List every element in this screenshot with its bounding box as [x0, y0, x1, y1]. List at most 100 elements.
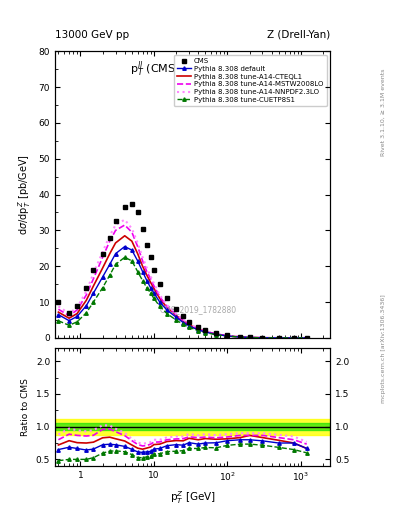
Legend: CMS, Pythia 8.308 default, Pythia 8.308 tune-A14-CTEQL1, Pythia 8.308 tune-A14-M: CMS, Pythia 8.308 default, Pythia 8.308 …: [174, 55, 327, 106]
Pythia 8.308 tune-CUETP8S1: [196, 328, 200, 334]
CMS: [140, 225, 145, 231]
Pythia 8.308 tune-A14-MSTW2008LO: [260, 335, 265, 341]
Pythia 8.308 tune-A14-NNPDF2.3LO: [113, 222, 118, 228]
Pythia 8.308 tune-CUETP8S1: [152, 295, 156, 302]
Pythia 8.308 tune-A14-MSTW2008LO: [181, 317, 185, 324]
Text: Z (Drell-Yan): Z (Drell-Yan): [267, 30, 330, 40]
Pythia 8.308 tune-A14-NNPDF2.3LO: [75, 304, 79, 310]
Pythia 8.308 tune-A14-CTEQL1: [238, 334, 243, 340]
Pythia 8.308 tune-A14-CTEQL1: [67, 315, 72, 322]
Pythia 8.308 tune-A14-MSTW2008LO: [152, 283, 156, 289]
Pythia 8.308 tune-A14-NNPDF2.3LO: [225, 333, 230, 339]
Pythia 8.308 tune-A14-NNPDF2.3LO: [158, 292, 162, 298]
Text: 13000 GeV pp: 13000 GeV pp: [55, 30, 129, 40]
Pythia 8.308 tune-A14-CTEQL1: [84, 297, 89, 303]
Pythia 8.308 default: [67, 317, 72, 324]
Pythia 8.308 tune-A14-MSTW2008LO: [75, 307, 79, 313]
Pythia 8.308 tune-A14-NNPDF2.3LO: [203, 328, 208, 334]
Pythia 8.308 tune-A14-NNPDF2.3LO: [135, 240, 140, 246]
Pythia 8.308 tune-A14-MSTW2008LO: [145, 268, 149, 274]
Line: Pythia 8.308 tune-A14-MSTW2008LO: Pythia 8.308 tune-A14-MSTW2008LO: [59, 225, 307, 338]
Pythia 8.308 tune-CUETP8S1: [203, 330, 208, 336]
CMS: [291, 335, 296, 341]
CMS: [304, 335, 309, 341]
Text: p$_T^{ll}$ (CMS Z production): p$_T^{ll}$ (CMS Z production): [130, 60, 255, 79]
Pythia 8.308 tune-A14-CTEQL1: [56, 309, 61, 315]
Pythia 8.308 tune-CUETP8S1: [100, 285, 105, 291]
CMS: [145, 242, 149, 248]
Pythia 8.308 tune-A14-MSTW2008LO: [84, 292, 89, 298]
Pythia 8.308 default: [91, 290, 96, 296]
Pythia 8.308 default: [148, 285, 153, 291]
Pythia 8.308 tune-CUETP8S1: [122, 254, 127, 260]
Pythia 8.308 tune-A14-NNPDF2.3LO: [165, 302, 169, 308]
Pythia 8.308 tune-CUETP8S1: [225, 333, 230, 339]
Pythia 8.308 default: [100, 274, 105, 280]
Pythia 8.308 tune-A14-CTEQL1: [91, 283, 96, 289]
Pythia 8.308 default: [165, 307, 169, 313]
Pythia 8.308 tune-CUETP8S1: [84, 310, 89, 316]
Pythia 8.308 tune-A14-NNPDF2.3LO: [100, 249, 105, 255]
Pythia 8.308 tune-CUETP8S1: [135, 268, 140, 274]
Pythia 8.308 tune-A14-CTEQL1: [158, 295, 162, 302]
Pythia 8.308 tune-A14-NNPDF2.3LO: [148, 273, 153, 280]
Pythia 8.308 tune-CUETP8S1: [67, 323, 72, 329]
Pythia 8.308 tune-A14-CTEQL1: [181, 318, 185, 324]
Pythia 8.308 tune-A14-MSTW2008LO: [238, 334, 243, 340]
Pythia 8.308 default: [291, 335, 296, 341]
Pythia 8.308 tune-CUETP8S1: [91, 299, 96, 305]
CMS: [122, 204, 127, 210]
Pythia 8.308 tune-A14-NNPDF2.3LO: [67, 310, 72, 316]
Pythia 8.308 tune-A14-NNPDF2.3LO: [145, 265, 149, 271]
Pythia 8.308 tune-A14-MSTW2008LO: [135, 243, 140, 249]
Pythia 8.308 tune-A14-CTEQL1: [203, 328, 208, 334]
Pythia 8.308 tune-A14-CTEQL1: [152, 285, 156, 291]
Pythia 8.308 default: [145, 278, 149, 284]
Pythia 8.308 tune-A14-NNPDF2.3LO: [196, 326, 200, 332]
Pythia 8.308 tune-A14-NNPDF2.3LO: [107, 232, 112, 239]
Pythia 8.308 tune-A14-MSTW2008LO: [165, 303, 169, 309]
Pythia 8.308 tune-A14-NNPDF2.3LO: [247, 334, 252, 340]
Pythia 8.308 tune-A14-NNPDF2.3LO: [174, 310, 178, 316]
Pythia 8.308 tune-A14-MSTW2008LO: [56, 306, 61, 312]
Pythia 8.308 tune-A14-NNPDF2.3LO: [122, 217, 127, 223]
Pythia 8.308 default: [113, 250, 118, 257]
CMS: [238, 334, 243, 340]
Pythia 8.308 tune-A14-MSTW2008LO: [91, 275, 96, 282]
CMS: [158, 281, 162, 287]
Bar: [55, 419, 330, 435]
Pythia 8.308 tune-A14-MSTW2008LO: [196, 326, 200, 332]
Pythia 8.308 tune-A14-MSTW2008LO: [113, 227, 118, 233]
Pythia 8.308 tune-A14-CTEQL1: [276, 335, 281, 341]
Pythia 8.308 tune-CUETP8S1: [247, 334, 252, 340]
Pythia 8.308 tune-A14-MSTW2008LO: [129, 229, 134, 236]
Pythia 8.308 tune-A14-MSTW2008LO: [276, 335, 281, 341]
CMS: [129, 200, 134, 206]
Pythia 8.308 tune-A14-NNPDF2.3LO: [276, 335, 281, 341]
Pythia 8.308 tune-A14-NNPDF2.3LO: [56, 303, 61, 309]
Pythia 8.308 tune-A14-NNPDF2.3LO: [187, 321, 191, 327]
CMS: [100, 250, 105, 257]
Pythia 8.308 tune-A14-CTEQL1: [291, 335, 296, 341]
Pythia 8.308 default: [84, 303, 89, 309]
Pythia 8.308 default: [225, 333, 230, 339]
Y-axis label: Ratio to CMS: Ratio to CMS: [21, 378, 30, 436]
Pythia 8.308 tune-CUETP8S1: [276, 335, 281, 341]
Pythia 8.308 tune-A14-CTEQL1: [225, 333, 230, 339]
Pythia 8.308 tune-A14-CTEQL1: [260, 335, 265, 341]
Line: Pythia 8.308 tune-CUETP8S1: Pythia 8.308 tune-CUETP8S1: [57, 255, 309, 339]
Pythia 8.308 tune-A14-NNPDF2.3LO: [181, 316, 185, 323]
Pythia 8.308 tune-A14-CTEQL1: [196, 326, 200, 332]
Pythia 8.308 default: [75, 313, 79, 319]
Pythia 8.308 tune-CUETP8S1: [181, 321, 185, 327]
Pythia 8.308 tune-A14-CTEQL1: [304, 335, 309, 341]
Pythia 8.308 tune-A14-CTEQL1: [148, 280, 153, 286]
Pythia 8.308 tune-A14-CTEQL1: [214, 331, 219, 337]
Pythia 8.308 tune-A14-CTEQL1: [113, 240, 118, 246]
Pythia 8.308 tune-A14-CTEQL1: [140, 263, 145, 269]
Pythia 8.308 tune-A14-CTEQL1: [100, 265, 105, 271]
Bar: [55, 423, 330, 430]
Pythia 8.308 default: [260, 335, 265, 341]
Pythia 8.308 tune-CUETP8S1: [113, 261, 118, 267]
CMS: [113, 218, 118, 224]
